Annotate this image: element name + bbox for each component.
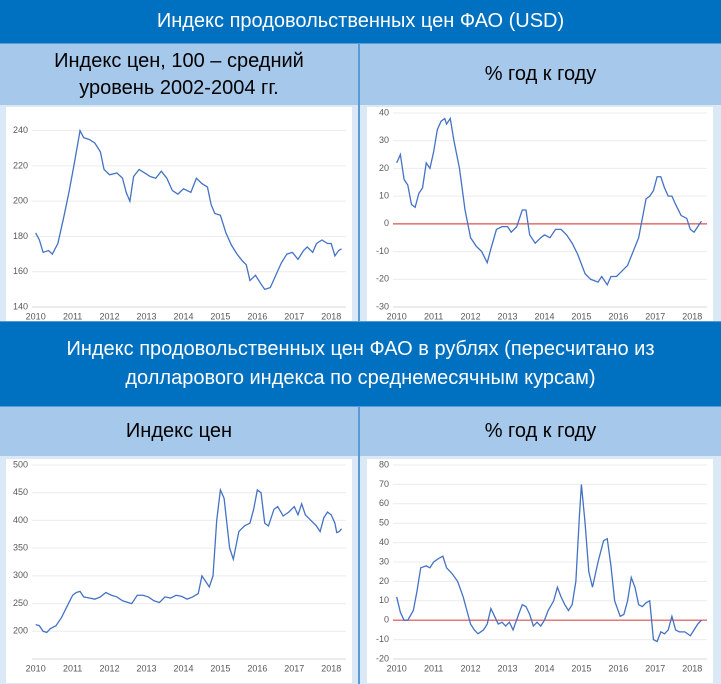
data-line (396, 116, 703, 287)
x-tick-label: 2010 (387, 663, 407, 673)
data-line (396, 484, 702, 643)
y-tick-label: 200 (13, 196, 28, 206)
x-tick-label: 2016 (247, 311, 267, 321)
x-tick-label: 2016 (247, 663, 267, 673)
y-tick-label: 250 (13, 598, 28, 608)
y-tick-label: 220 (13, 160, 28, 170)
x-tick-label: 2018 (682, 663, 702, 673)
column-header: % год к году (360, 44, 721, 105)
section-title: Индекс продовольственных цен ФАО в рубля… (0, 322, 721, 406)
y-tick-label: 0 (384, 218, 389, 228)
y-tick-label: 180 (13, 231, 28, 241)
y-tick-label: 20 (379, 576, 389, 586)
x-tick-label: 2010 (387, 311, 407, 321)
x-tick-label: 2014 (534, 311, 554, 321)
x-tick-label: 2011 (63, 663, 82, 673)
data-line (35, 487, 343, 634)
x-tick-label: 2015 (571, 311, 591, 321)
y-tick-label: 450 (13, 487, 28, 497)
chart: -20 -10 0 10 20 30 40 50 60 70 80 2010 2011 2012 2013 2… (367, 459, 713, 683)
x-tick-label: 2015 (210, 311, 230, 321)
y-tick-label: 200 (13, 626, 28, 636)
x-tick-label: 2013 (137, 311, 157, 321)
y-tick-label: -20 (376, 274, 389, 284)
y-tick-label: 50 (379, 518, 389, 528)
x-tick-label: 2011 (424, 663, 443, 673)
x-tick-label: 2014 (534, 663, 554, 673)
y-tick-label: -30 (376, 301, 389, 311)
x-tick-label: 2016 (608, 311, 628, 321)
y-tick-label: 60 (379, 498, 389, 508)
column-header: Индекс цен (0, 407, 358, 456)
y-tick-label: 140 (13, 301, 28, 311)
x-tick-label: 2015 (210, 663, 230, 673)
x-tick-label: 2013 (498, 663, 518, 673)
y-tick-label: 160 (13, 266, 28, 276)
x-tick-label: 2014 (173, 663, 193, 673)
y-tick-label: 70 (379, 479, 389, 489)
x-tick-label: 2011 (63, 311, 82, 321)
y-tick-label: 10 (379, 595, 389, 605)
y-tick-label: -10 (376, 246, 389, 256)
y-tick-label: 240 (13, 125, 28, 135)
section-title: Индекс продовольственных цен ФАО (USD) (0, 0, 721, 43)
y-tick-label: 30 (379, 135, 389, 145)
y-tick-label: 40 (379, 107, 389, 117)
y-tick-label: 500 (13, 459, 28, 469)
x-tick-label: 2010 (26, 311, 46, 321)
x-tick-label: 2017 (645, 311, 665, 321)
x-tick-label: 2012 (100, 663, 120, 673)
x-tick-label: 2017 (284, 311, 304, 321)
x-tick-label: 2018 (321, 311, 341, 321)
x-tick-label: 2012 (100, 311, 120, 321)
x-tick-label: 2017 (284, 663, 304, 673)
column-header: % год к году (360, 407, 721, 456)
y-tick-label: 350 (13, 543, 28, 553)
y-tick-label: 10 (379, 191, 389, 201)
data-line (35, 128, 342, 291)
y-tick-label: -20 (376, 653, 389, 663)
x-tick-label: 2018 (321, 663, 341, 673)
y-tick-label: 20 (379, 163, 389, 173)
y-tick-label: 300 (13, 570, 28, 580)
x-tick-label: 2010 (26, 663, 46, 673)
x-tick-label: 2014 (173, 311, 193, 321)
x-tick-label: 2018 (682, 311, 702, 321)
chart: 200 250 300 350 400 450 500 2010 2011 2012 2013 201… (6, 459, 352, 683)
y-tick-label: -10 (376, 634, 389, 644)
x-tick-label: 2013 (498, 311, 518, 321)
x-tick-label: 2015 (571, 663, 591, 673)
y-tick-label: 40 (379, 537, 389, 547)
x-tick-label: 2016 (608, 663, 628, 673)
x-tick-label: 2012 (461, 663, 481, 673)
chart: -30 -20 -10 0 10 20 30 40 2010 2011 2012 2013 2014 20… (367, 107, 713, 321)
y-tick-label: 30 (379, 556, 389, 566)
x-tick-label: 2017 (645, 663, 665, 673)
x-tick-label: 2013 (137, 663, 157, 673)
x-tick-label: 2012 (461, 311, 481, 321)
y-tick-label: 80 (379, 459, 389, 469)
y-tick-label: 400 (13, 515, 28, 525)
x-tick-label: 2011 (424, 311, 443, 321)
chart: 140 160 180 200 220 240 2010 2011 2012 2013 2014 20… (6, 107, 352, 321)
column-header: Индекс цен, 100 – средний уровень 2002-2… (0, 44, 358, 105)
y-tick-label: 0 (384, 615, 389, 625)
